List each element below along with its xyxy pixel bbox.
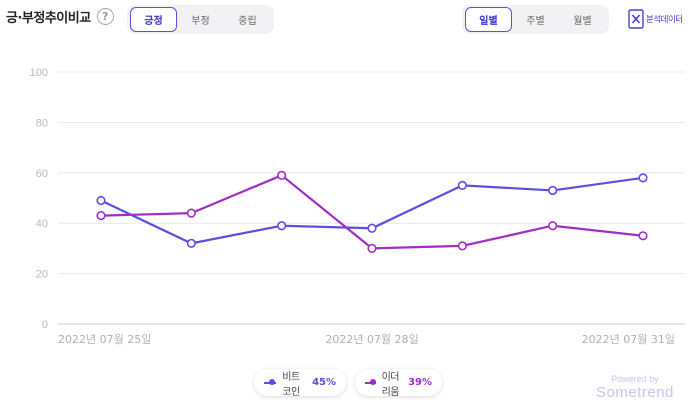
series-line-2 [100,174,644,250]
data-point-series1 [186,238,196,248]
y-tick-label: 20 [36,269,48,281]
data-point-series1 [367,223,377,233]
data-point-series2 [548,221,558,231]
tab-weekly[interactable]: 주별 [526,16,545,27]
legend-share: 45% [312,377,336,388]
page-title: 긍·부정추이비교 [6,11,91,26]
data-point-series2 [457,241,467,251]
x-tick-label: 2022년 07월 28일 [325,332,418,346]
data-point-series2 [367,243,377,253]
export-data-button[interactable]: 분석데이터 [628,9,683,29]
powered-by-text: Powered by [611,374,659,384]
legend-label: 비트코인 [282,371,300,398]
y-tick-label: 60 [36,168,48,180]
tab-positive[interactable]: 긍정 [130,7,177,32]
legend-swatch [365,378,376,388]
y-tick-label: 80 [36,117,48,129]
data-point-series1 [638,173,648,183]
tab-neutral[interactable]: 중립 [238,16,257,27]
sentiment-tabs: 긍정 부정 중립 [127,5,274,34]
help-icon[interactable]: ? [96,8,114,25]
tab-negative[interactable]: 부정 [191,16,210,27]
y-tick-label: 100 [30,67,48,79]
tab-monthly[interactable]: 월별 [573,16,592,27]
data-point-series1 [96,195,106,206]
data-point-series2 [638,231,648,241]
data-point-series2 [186,208,196,218]
data-point-series1 [277,221,287,231]
x-tick-label: 2022년 07월 25일 [58,332,151,346]
data-point-series2 [277,170,287,180]
legend-label: 이더리움 [381,371,400,398]
excel-icon [628,9,644,29]
tab-daily[interactable]: 일별 [465,7,512,32]
y-tick-label: 0 [42,319,48,331]
legend-item-series1[interactable]: 비트코인 45% [254,369,346,398]
x-tick-label: 2022년 07월 31일 [582,332,675,346]
legend-swatch [264,378,277,388]
period-tabs: 일별 주별 월별 [462,5,609,34]
export-label: 분석데이터 [646,15,683,25]
data-point-series1 [457,180,467,190]
data-point-series2 [96,211,106,221]
series-line-1 [100,176,644,245]
legend-item-series2[interactable]: 이더리움 39% [355,369,442,398]
powered-by-logo: Powered by Sometrend [596,374,674,401]
y-tick-label: 40 [36,218,48,230]
data-point-series1 [548,185,558,196]
chart-title-group: 긍·부정추이비교 ? [6,7,114,26]
brand-logo: Sometrend [596,384,674,401]
legend-share: 39% [408,377,432,388]
